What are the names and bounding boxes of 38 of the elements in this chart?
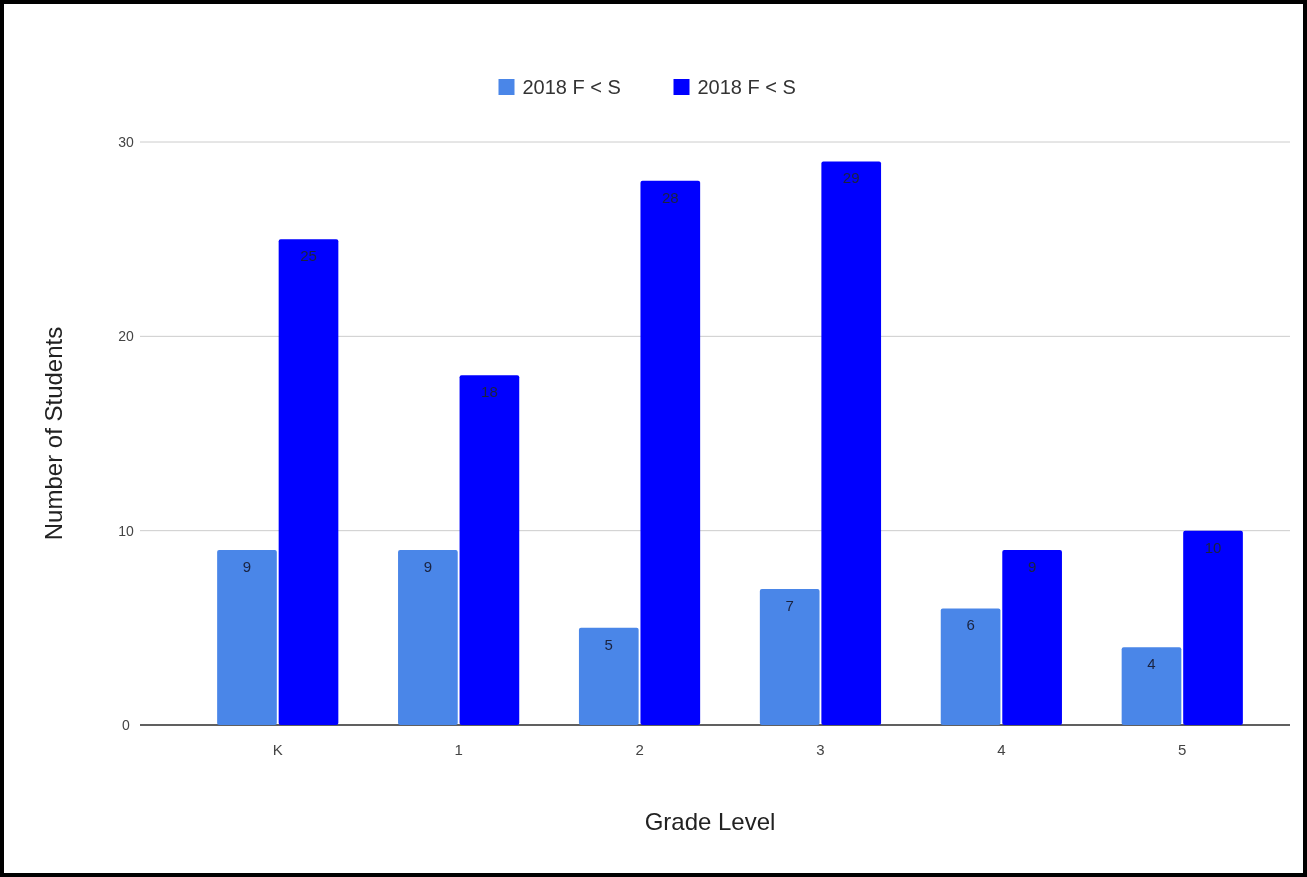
x-tick-label: 5 [1178, 741, 1187, 758]
data-label: 18 [481, 383, 498, 401]
x-tick-label: 1 [454, 741, 463, 758]
y-tick-label: 10 [118, 522, 134, 539]
x-tick-label: 3 [816, 741, 825, 758]
bar [759, 588, 820, 725]
data-label: 9 [423, 558, 433, 576]
bar [1183, 530, 1243, 725]
bar [821, 161, 882, 725]
bar [940, 608, 1001, 725]
bar [217, 550, 277, 725]
y-tick-label: 0 [122, 717, 131, 733]
bar [278, 239, 339, 725]
data-label: 10 [1204, 538, 1222, 556]
y-tick-label: 30 [118, 134, 134, 150]
data-label: 28 [661, 188, 679, 206]
bar [459, 375, 520, 725]
bar [640, 180, 701, 725]
data-label: 9 [1027, 558, 1037, 576]
data-label: 6 [966, 616, 975, 634]
legend-label: 2018 F < S [697, 76, 796, 98]
data-label: 7 [785, 596, 794, 614]
bar [1121, 647, 1182, 725]
legend-label: 2018 F < S [522, 76, 621, 98]
data-label: 29 [842, 169, 860, 187]
bar [398, 550, 458, 725]
bar [578, 627, 639, 725]
data-label: 5 [604, 635, 613, 653]
y-axis-title: Number of Students [40, 326, 67, 541]
data-label: 25 [300, 247, 317, 265]
x-tick-label: K [272, 741, 283, 758]
y-tick-label: 20 [118, 328, 134, 345]
data-label: 4 [1147, 655, 1156, 673]
x-tick-label: 4 [997, 741, 1006, 758]
data-label: 9 [242, 558, 252, 576]
x-tick-label: 2 [635, 741, 644, 758]
bar [1002, 550, 1062, 725]
x-axis-title: Grade Level [644, 808, 776, 835]
